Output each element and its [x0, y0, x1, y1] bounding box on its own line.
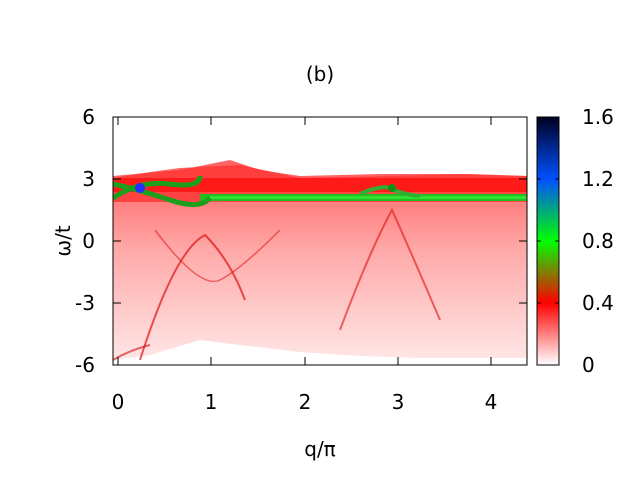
- y-tick-label: -6: [75, 353, 95, 377]
- x-tick-label: 3: [392, 390, 405, 414]
- y-tick-label: -3: [75, 291, 95, 315]
- colorbar-ticks: [537, 116, 559, 366]
- colorbar-tick-label: 0.4: [582, 291, 614, 315]
- y-tick-labels: 6 3 0 -3 -6: [75, 105, 95, 377]
- dispersion-arc-2: [154, 229, 281, 283]
- x-tick-labels: 0 1 2 3 4: [112, 390, 498, 414]
- heatmap-area: [113, 160, 527, 361]
- axis-ticks: [113, 116, 527, 366]
- colorbar-tick-label: 0: [582, 353, 595, 377]
- x-tick-label: 2: [299, 390, 312, 414]
- x-axis-label: q/π: [304, 437, 335, 461]
- y-tick-label: 3: [82, 167, 95, 191]
- flat-band-core: [210, 196, 527, 199]
- x-tick-label: 4: [485, 390, 498, 414]
- continuum-region: [113, 165, 527, 360]
- x-tick-label: 0: [112, 390, 125, 414]
- chart-title: (b): [306, 62, 334, 86]
- y-tick-label: 0: [82, 229, 95, 253]
- x-tick-label: 1: [205, 390, 218, 414]
- crossing-point-right: [388, 184, 396, 192]
- crossing-arc-left-2: [113, 181, 212, 207]
- y-axis-label: ω/t: [51, 225, 75, 256]
- crossing-point-left: [135, 183, 145, 193]
- colorbar-tick-label: 0.8: [582, 229, 614, 253]
- upper-red-band: [113, 178, 527, 192]
- dispersion-arc-3: [339, 207, 441, 331]
- colorbar-tick-labels: 1.6 1.2 0.8 0.4 0: [582, 105, 614, 377]
- y-tick-label: 6: [82, 105, 95, 129]
- colorbar-tick-label: 1.2: [582, 167, 614, 191]
- lower-edge: [113, 344, 151, 361]
- colorbar-tick-label: 1.6: [582, 105, 614, 129]
